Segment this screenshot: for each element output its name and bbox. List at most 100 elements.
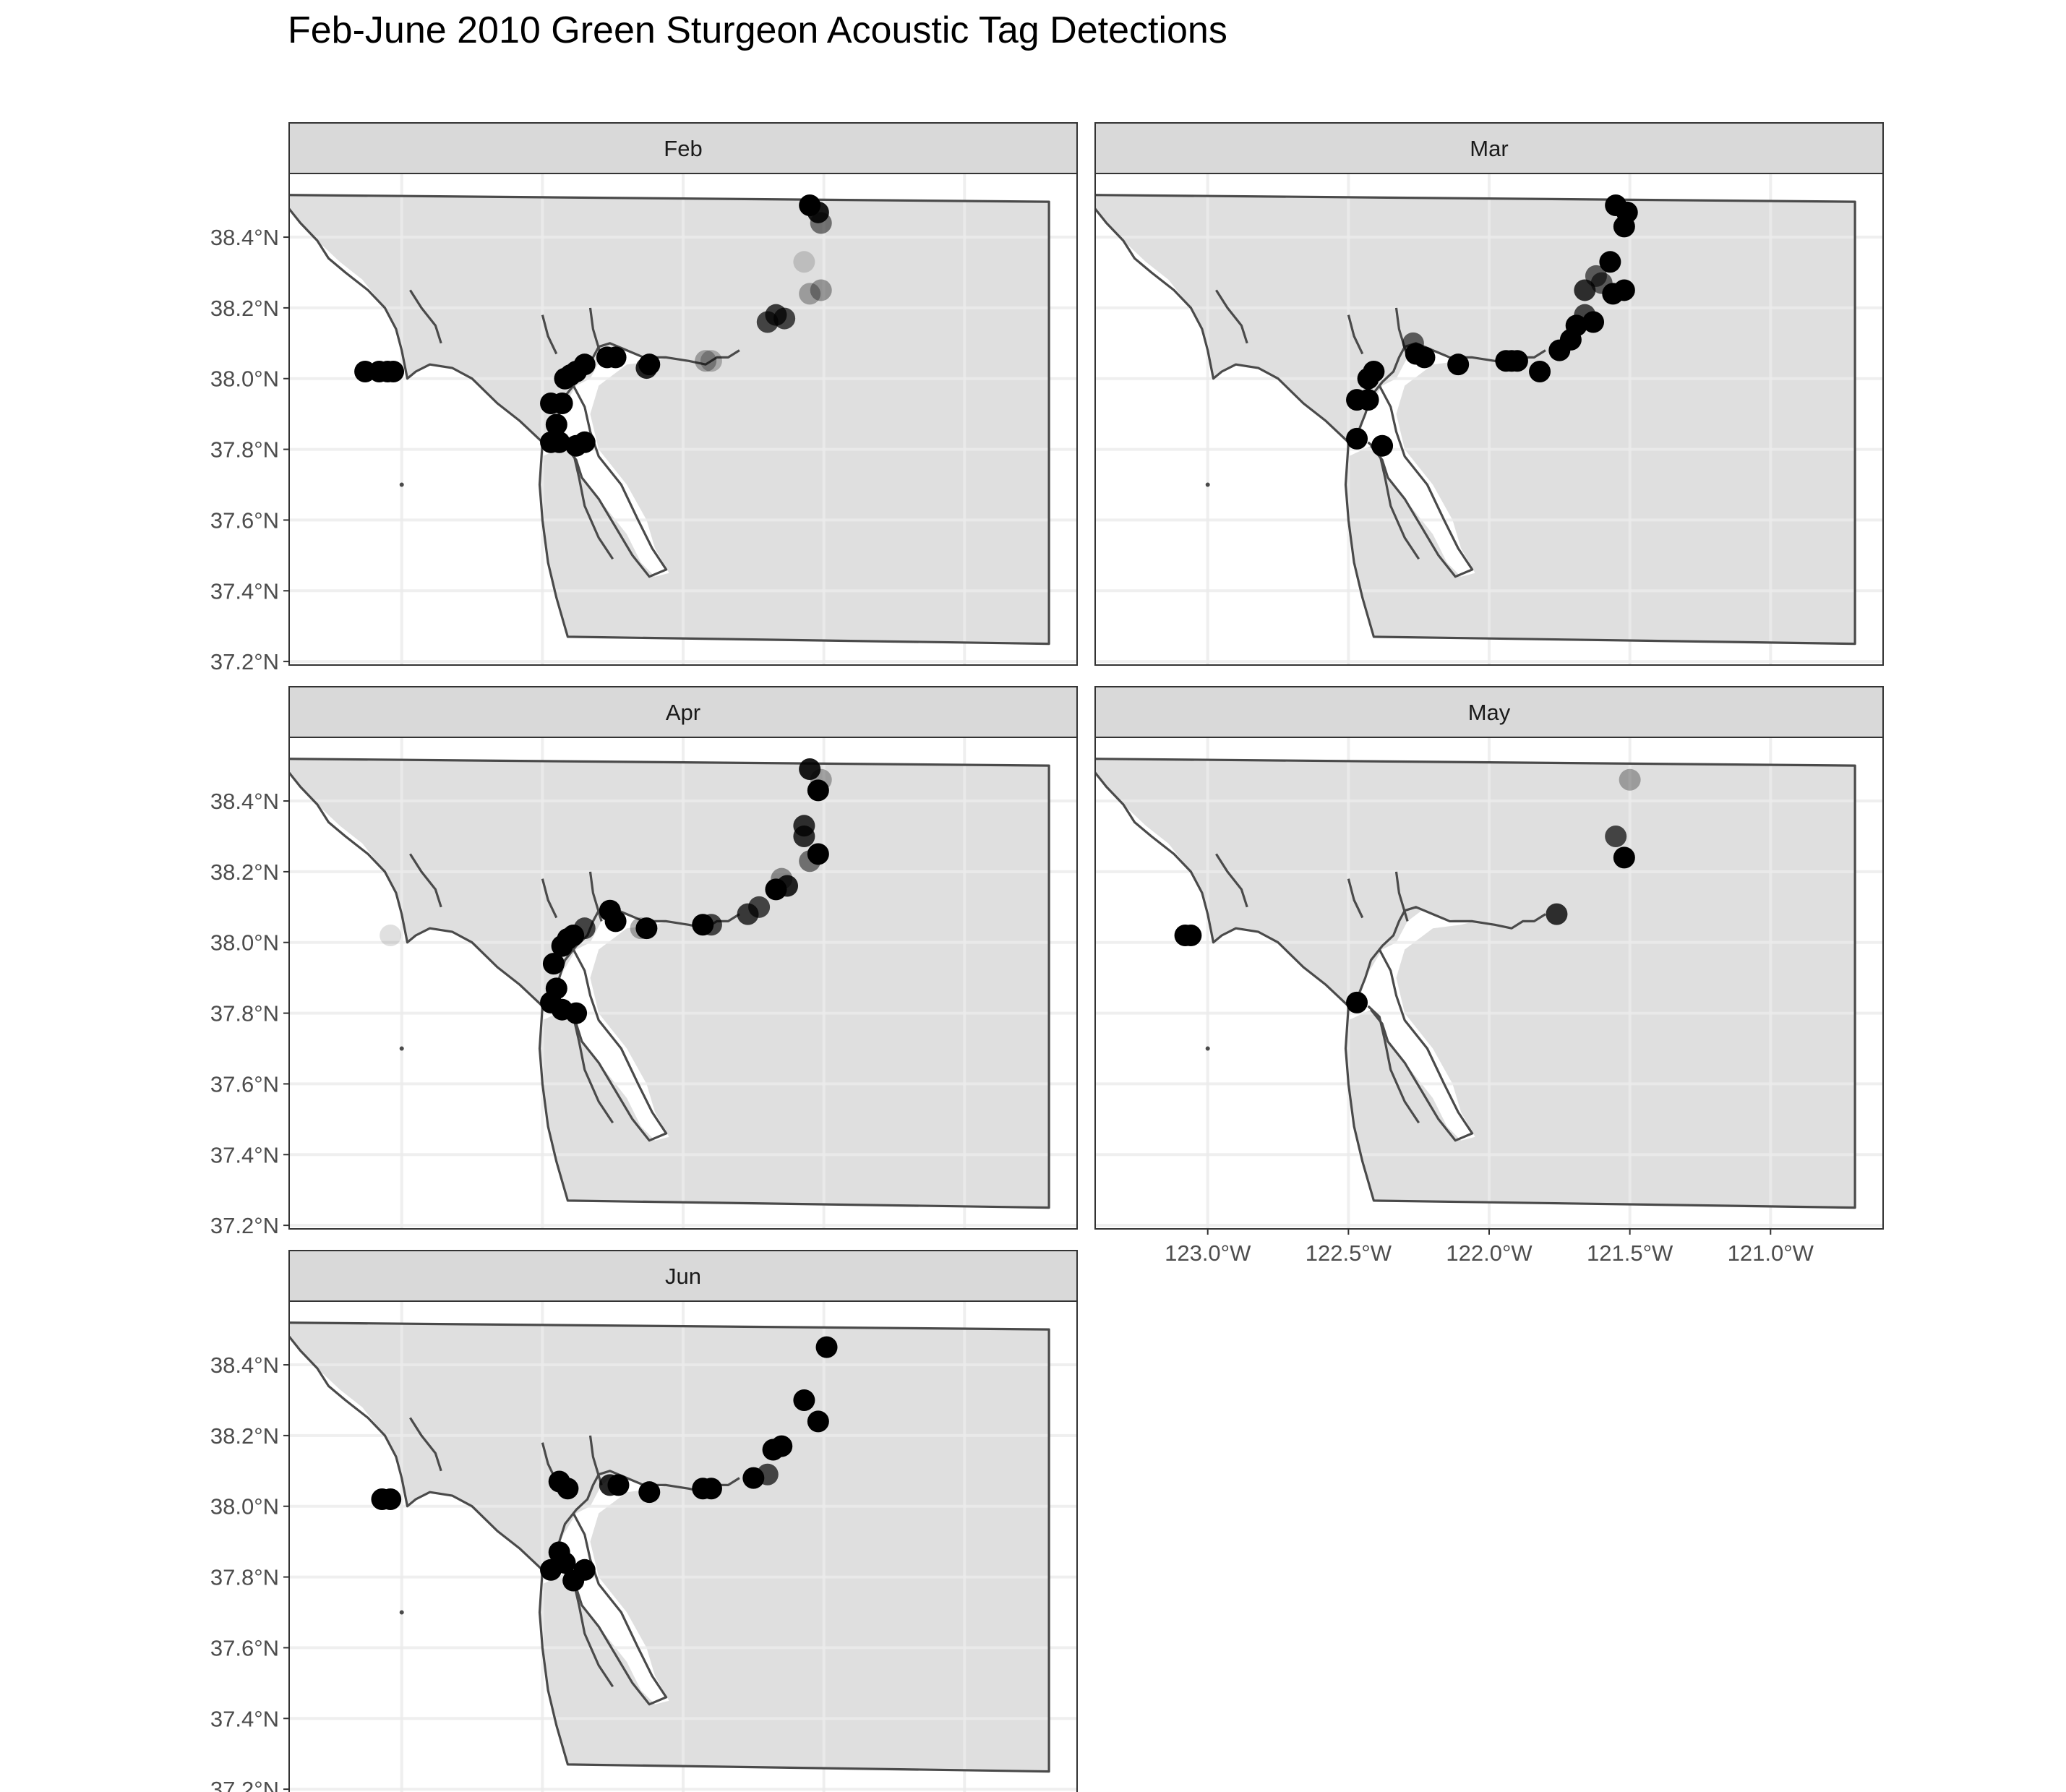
farallon-island: [1205, 482, 1210, 487]
detection-point: [573, 431, 596, 453]
detection-point: [807, 1410, 829, 1433]
detection-point: [799, 758, 821, 781]
detection-point: [554, 1552, 576, 1574]
detection-point: [773, 307, 796, 330]
shoreline: [289, 194, 1050, 646]
detection-point: [1413, 346, 1436, 369]
farallon-island: [1205, 1046, 1210, 1051]
facet-panel-jun: Jun 37.2°N 37.4°N 37.6°N 37.8°N 38.0°N 38.2°N 3…: [210, 1250, 1078, 1792]
y-tick-label: 38.2°N: [210, 1423, 279, 1449]
y-tick-label: 37.6°N: [210, 507, 279, 533]
panel-border: [288, 1300, 1078, 1792]
shoreline: [541, 878, 558, 919]
y-tick-label: 37.6°N: [210, 1071, 279, 1097]
y-tick-label: 37.6°N: [210, 1635, 279, 1660]
detection-point: [542, 953, 565, 975]
detection-point: [565, 1002, 588, 1024]
y-tick-label: 37.8°N: [210, 437, 279, 463]
x-tick-label: 122.5°W: [1306, 1240, 1392, 1266]
shoreline: [1370, 385, 1474, 578]
y-tick-label: 37.2°N: [210, 1213, 279, 1238]
shoreline: [1394, 871, 1409, 922]
y-tick-label: 38.2°N: [210, 296, 279, 321]
facet-panel-feb: Feb 37.2°N 37.4°N 37.6°N 37.8°N 38.0°N 38.2°N 3…: [210, 122, 1078, 674]
facet-strip: [1094, 686, 1884, 738]
y-tick-label: 37.2°N: [210, 649, 279, 674]
detection-point: [799, 283, 821, 305]
shoreline: [1095, 194, 1856, 646]
facet-strip-label: Jun: [665, 1264, 701, 1289]
panel-plot-area: [1095, 173, 1883, 665]
facet-strip: [288, 1250, 1078, 1302]
shoreline: [1347, 878, 1364, 919]
detection-point: [1357, 389, 1379, 411]
shoreline: [1095, 758, 1856, 1209]
detection-point: [1613, 279, 1635, 301]
detection-point: [573, 1559, 596, 1581]
facet-panel-mar: Mar: [1094, 122, 1884, 666]
detection-point: [695, 350, 717, 372]
detection-point: [551, 392, 573, 414]
detection-point: [700, 914, 722, 936]
detection-point: [1371, 434, 1394, 457]
detection-point: [756, 1463, 779, 1486]
detection-point: [380, 924, 402, 946]
y-tick-label: 38.0°N: [210, 1494, 279, 1519]
shoreline: [409, 853, 442, 908]
detection-point: [810, 212, 832, 234]
detection-point: [793, 251, 815, 273]
detection-point: [1582, 311, 1605, 333]
detection-point: [1599, 251, 1621, 273]
detection-point: [1585, 265, 1607, 287]
detection-point: [573, 353, 596, 376]
x-tick-label: 121.5°W: [1587, 1240, 1673, 1266]
panel-plot-area: [289, 173, 1077, 665]
shoreline: [588, 307, 603, 358]
facet-panel-may: May 123.0°W 122.5°W 122.0°W 121.5°W 121.0°W: [1094, 686, 1884, 1266]
detection-point: [815, 1336, 838, 1358]
shoreline: [1370, 948, 1474, 1142]
detection-point: [1613, 846, 1635, 869]
shoreline: [1367, 1005, 1420, 1124]
detection-point: [1605, 825, 1627, 847]
plot-title: Feb-June 2010 Green Sturgeon Acoustic Ta…: [288, 9, 1227, 51]
y-tick-label: 37.8°N: [210, 1001, 279, 1026]
detection-point: [545, 413, 567, 436]
detection-point: [548, 431, 570, 453]
detection-point: [382, 360, 405, 382]
y-tick-label: 37.4°N: [210, 1142, 279, 1167]
y-tick-label: 38.4°N: [210, 789, 279, 814]
x-tick-label: 122.0°W: [1446, 1240, 1533, 1266]
shoreline: [588, 871, 603, 922]
x-tick-label: 123.0°W: [1165, 1240, 1251, 1266]
detection-point: [1529, 360, 1551, 382]
detection-point: [573, 917, 596, 940]
shoreline: [564, 948, 668, 1142]
shoreline: [1215, 289, 1248, 344]
y-tick-label: 37.4°N: [210, 578, 279, 604]
facet-panel-apr: Apr 37.2°N 37.4°N 37.6°N 37.8°N 38.0°N 38.2°N 3…: [210, 686, 1078, 1238]
y-tick-label: 37.4°N: [210, 1706, 279, 1731]
detection-point: [776, 875, 799, 897]
shoreline: [409, 289, 442, 344]
shoreline: [541, 314, 558, 355]
detection-point: [1506, 350, 1528, 372]
y-tick-label: 38.2°N: [210, 859, 279, 885]
y-tick-label: 37.2°N: [210, 1777, 279, 1792]
facet-strip-label: Mar: [1470, 136, 1508, 161]
detection-point: [1619, 768, 1641, 791]
x-tick-label: 121.0°W: [1728, 1240, 1814, 1266]
detection-point: [1346, 991, 1368, 1013]
shoreline: [409, 1417, 442, 1472]
farallon-island: [399, 482, 404, 487]
facet-strip-label: Apr: [666, 700, 700, 725]
farallon-island: [399, 1046, 404, 1051]
shoreline: [1355, 906, 1546, 1000]
panel-plot-area: [289, 1301, 1077, 1792]
panel-border: [288, 737, 1078, 1230]
shoreline: [1215, 853, 1248, 908]
panel-border: [1094, 173, 1884, 666]
detection-point: [807, 779, 829, 802]
y-tick-label: 38.4°N: [210, 1352, 279, 1378]
